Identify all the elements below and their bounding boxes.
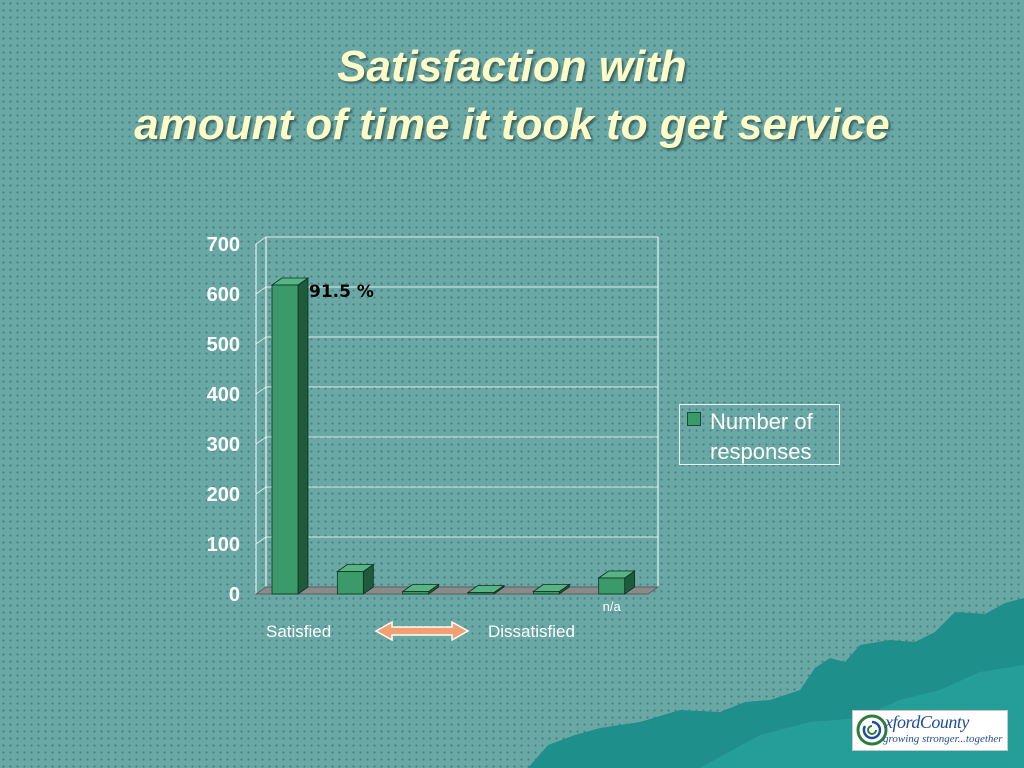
bar — [336, 571, 364, 595]
dissatisfied-label: Dissatisfied — [488, 622, 575, 641]
y-tick-label: 300 — [207, 434, 240, 456]
y-tick-label: 100 — [207, 534, 240, 556]
chart-legend: Number of responses — [679, 404, 840, 465]
logo-name: xfordCounty — [885, 712, 969, 732]
gridline-side — [255, 386, 267, 395]
gridline-side — [255, 286, 267, 295]
y-tick-label: 0 — [229, 584, 240, 606]
chart-floor — [254, 586, 660, 595]
slide-title: Satisfaction with amount of time it took… — [0, 38, 1024, 154]
y-tick-label: 500 — [207, 334, 240, 356]
y-tick-label: 400 — [207, 384, 240, 406]
gridline-side — [255, 486, 267, 495]
gridline-side — [255, 436, 267, 445]
x-category-label: n/a — [603, 599, 622, 614]
bar — [271, 284, 299, 595]
bar-side — [297, 277, 309, 595]
gridline-side — [255, 336, 267, 345]
double-arrow-icon — [374, 620, 470, 642]
legend-label: Number of responses — [710, 409, 813, 464]
satisfied-label: Satisfied — [266, 622, 332, 641]
logo-swirl-icon — [856, 714, 888, 746]
gridline-side — [255, 536, 267, 545]
bar — [467, 592, 495, 595]
y-tick-label: 200 — [207, 484, 240, 506]
logo-tagline: growing stronger...together — [883, 733, 1003, 745]
title-line-2: amount of time it took to get service — [134, 100, 890, 149]
legend-swatch — [687, 412, 701, 426]
gridline-side — [255, 236, 267, 245]
title-line-1: Satisfaction with — [337, 42, 687, 91]
bar — [532, 591, 560, 595]
y-tick-label: 600 — [207, 284, 240, 306]
data-label: 91.5 % — [309, 282, 374, 302]
y-tick-label: 700 — [207, 234, 240, 256]
oxford-county-logo: xfordCounty growing stronger...together — [852, 710, 1008, 751]
bar — [402, 591, 430, 595]
bar — [598, 577, 626, 595]
